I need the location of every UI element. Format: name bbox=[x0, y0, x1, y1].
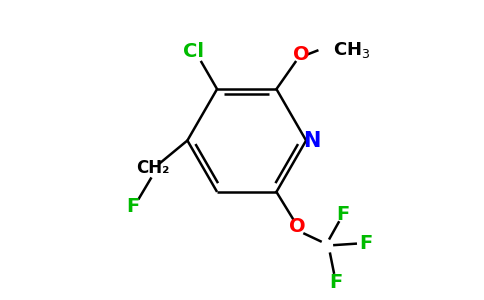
Text: F: F bbox=[360, 234, 373, 253]
Text: F: F bbox=[329, 273, 342, 292]
Text: O: O bbox=[289, 217, 306, 236]
Text: O: O bbox=[293, 45, 309, 64]
Text: CH$_3$: CH$_3$ bbox=[333, 40, 370, 60]
Text: Cl: Cl bbox=[183, 42, 204, 61]
Text: F: F bbox=[126, 197, 139, 216]
Text: CH₂: CH₂ bbox=[136, 159, 170, 177]
Text: F: F bbox=[336, 205, 349, 224]
Text: N: N bbox=[303, 130, 320, 151]
